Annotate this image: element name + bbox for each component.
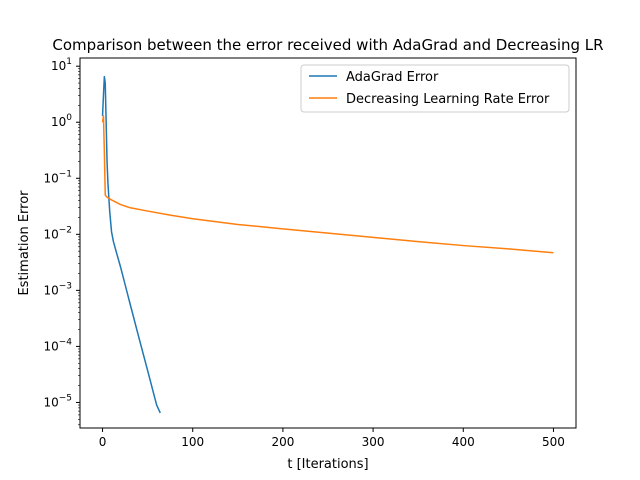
x-tick-label-5: 500 bbox=[542, 435, 565, 449]
y-tick-label-5: 100 bbox=[51, 113, 72, 129]
y-tick-label-1: 10−4 bbox=[43, 337, 72, 353]
y-tick-label-6: 101 bbox=[51, 57, 72, 73]
legend-label-1: Decreasing Learning Rate Error bbox=[346, 92, 550, 107]
series-line-0 bbox=[101, 75, 161, 414]
y-tick-label-3: 10−2 bbox=[43, 225, 72, 241]
series-layer bbox=[101, 75, 554, 414]
chart-title: Comparison between the error received wi… bbox=[52, 36, 603, 54]
legend-label-0: AdaGrad Error bbox=[346, 70, 439, 85]
y-tick-label-0: 10−5 bbox=[43, 393, 72, 409]
x-tick-label-3: 300 bbox=[362, 435, 385, 449]
y-axis: 10−5 10−4 10−3 10−2 10−1 100 101 bbox=[43, 57, 80, 426]
x-tick-label-2: 200 bbox=[271, 435, 294, 449]
x-tick-label-0: 0 bbox=[99, 435, 107, 449]
y-tick-label-2: 10−3 bbox=[43, 281, 72, 297]
y-axis-label: Estimation Error bbox=[17, 190, 32, 296]
legend-box bbox=[300, 64, 570, 113]
x-axis-label: t [Iterations] bbox=[287, 457, 368, 472]
series-line-1 bbox=[101, 115, 554, 254]
x-tick-label-4: 400 bbox=[452, 435, 475, 449]
y-tick-label-4: 10−1 bbox=[43, 169, 72, 185]
x-axis: 0 100 200 300 400 500 bbox=[99, 428, 565, 449]
x-tick-label-1: 100 bbox=[181, 435, 204, 449]
legend: AdaGrad Error Decreasing Learning Rate Er… bbox=[300, 64, 570, 113]
